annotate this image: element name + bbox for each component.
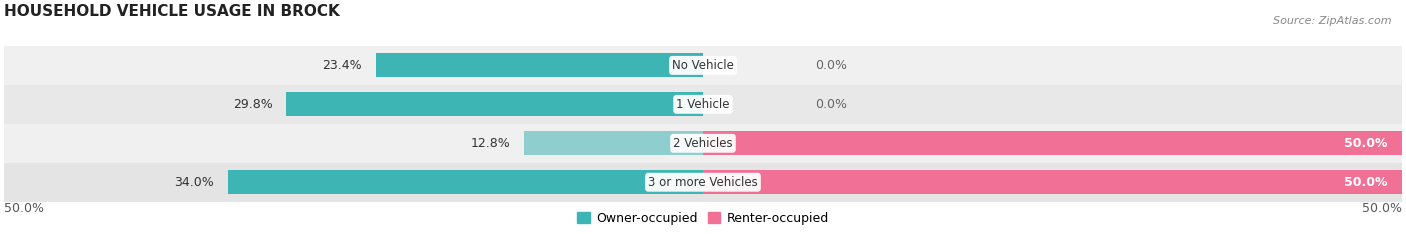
Text: HOUSEHOLD VEHICLE USAGE IN BROCK: HOUSEHOLD VEHICLE USAGE IN BROCK bbox=[4, 4, 340, 19]
Text: 12.8%: 12.8% bbox=[471, 137, 510, 150]
Text: 50.0%: 50.0% bbox=[1344, 176, 1388, 189]
Text: 0.0%: 0.0% bbox=[815, 59, 846, 72]
Text: 29.8%: 29.8% bbox=[233, 98, 273, 111]
Bar bbox=[375, 53, 703, 77]
Legend: Owner-occupied, Renter-occupied: Owner-occupied, Renter-occupied bbox=[572, 207, 834, 230]
Text: 3 or more Vehicles: 3 or more Vehicles bbox=[648, 176, 758, 189]
Text: 2 Vehicles: 2 Vehicles bbox=[673, 137, 733, 150]
Bar bbox=[4, 124, 1402, 163]
Bar bbox=[4, 85, 1402, 124]
Bar bbox=[4, 163, 1402, 202]
Text: 34.0%: 34.0% bbox=[174, 176, 214, 189]
Bar bbox=[703, 131, 1402, 155]
Text: Source: ZipAtlas.com: Source: ZipAtlas.com bbox=[1274, 16, 1392, 26]
Bar bbox=[228, 170, 703, 194]
Text: No Vehicle: No Vehicle bbox=[672, 59, 734, 72]
Text: 50.0%: 50.0% bbox=[1362, 202, 1402, 215]
Bar bbox=[287, 92, 703, 116]
Text: 50.0%: 50.0% bbox=[1344, 137, 1388, 150]
Text: 0.0%: 0.0% bbox=[815, 98, 846, 111]
Text: 50.0%: 50.0% bbox=[4, 202, 44, 215]
Bar bbox=[703, 170, 1402, 194]
Text: 1 Vehicle: 1 Vehicle bbox=[676, 98, 730, 111]
Text: 23.4%: 23.4% bbox=[322, 59, 361, 72]
Bar bbox=[4, 46, 1402, 85]
Bar bbox=[524, 131, 703, 155]
